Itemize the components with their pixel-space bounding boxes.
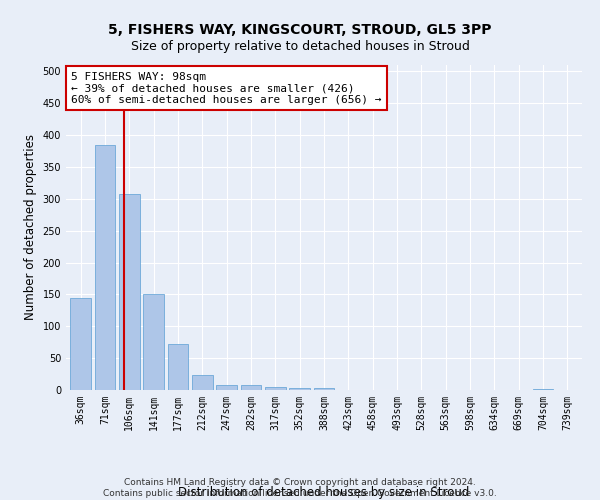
- Text: Contains HM Land Registry data © Crown copyright and database right 2024.
Contai: Contains HM Land Registry data © Crown c…: [103, 478, 497, 498]
- Bar: [241, 385, 262, 390]
- X-axis label: Distribution of detached houses by size in Stroud: Distribution of detached houses by size …: [178, 486, 470, 498]
- Bar: [533, 388, 553, 390]
- Bar: [70, 298, 91, 390]
- Text: 5 FISHERS WAY: 98sqm
← 39% of detached houses are smaller (426)
60% of semi-deta: 5 FISHERS WAY: 98sqm ← 39% of detached h…: [71, 72, 382, 104]
- Text: Size of property relative to detached houses in Stroud: Size of property relative to detached ho…: [131, 40, 469, 53]
- Y-axis label: Number of detached properties: Number of detached properties: [24, 134, 37, 320]
- Bar: [95, 144, 115, 390]
- Bar: [119, 194, 140, 390]
- Text: 5, FISHERS WAY, KINGSCOURT, STROUD, GL5 3PP: 5, FISHERS WAY, KINGSCOURT, STROUD, GL5 …: [108, 22, 492, 36]
- Bar: [192, 374, 212, 390]
- Bar: [289, 388, 310, 390]
- Bar: [265, 387, 286, 390]
- Bar: [143, 294, 164, 390]
- Bar: [216, 385, 237, 390]
- Bar: [314, 388, 334, 390]
- Bar: [167, 344, 188, 390]
